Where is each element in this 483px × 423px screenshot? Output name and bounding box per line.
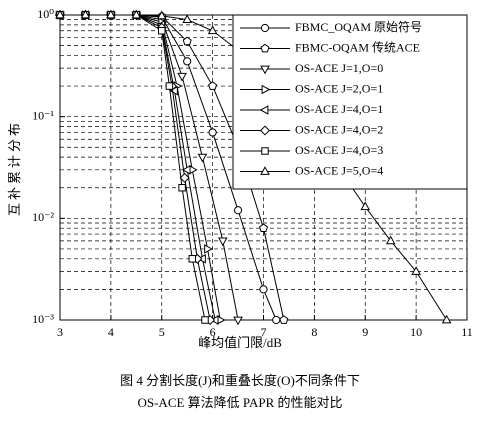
legend-label: OS-ACE J=4,O=2	[295, 122, 383, 136]
legend: FBMC_OQAM 原始符号 FBMC-OQAM 传统ACE OS-ACE J=1,…	[232, 14, 468, 190]
marker	[131, 9, 142, 19]
marker	[158, 27, 166, 35]
y-tick-label: 10⁰	[37, 7, 54, 21]
marker	[272, 315, 281, 325]
marker	[208, 81, 218, 90]
x-tick-label: 9	[362, 325, 368, 339]
marker	[182, 14, 192, 24]
marker	[258, 223, 269, 233]
marker	[217, 237, 228, 247]
marker	[279, 315, 289, 324]
legend-label: OS-ACE J=4,O=1	[295, 102, 383, 116]
marker	[259, 105, 269, 115]
marker	[259, 285, 268, 294]
marker	[441, 314, 452, 324]
marker	[260, 166, 270, 175]
marker	[260, 43, 270, 53]
x-tick-label: 11	[461, 325, 473, 339]
x-axis-label: 峰均值门限/dB	[198, 335, 282, 350]
legend-label: OS-ACE J=4,O=3	[295, 143, 383, 157]
legend-label: OS-ACE J=1,O=0	[295, 61, 383, 75]
x-tick-label: 8	[311, 325, 317, 339]
marker	[179, 172, 190, 183]
y-tick-label: 10⁻²	[32, 210, 54, 224]
marker	[233, 206, 243, 215]
marker	[165, 82, 174, 90]
marker	[208, 128, 217, 137]
marker	[182, 36, 192, 46]
legend-label: OS-ACE J=5,O=4	[295, 163, 383, 177]
x-tick-label: 3	[57, 325, 63, 339]
x-tick-label: 10	[410, 325, 422, 339]
y-tick-label: 10⁻³	[32, 312, 54, 326]
marker	[261, 147, 269, 155]
marker	[260, 65, 270, 75]
marker	[188, 255, 197, 263]
marker	[360, 201, 371, 211]
x-tick-label: 4	[108, 325, 114, 339]
marker	[177, 72, 187, 82]
series-line	[60, 14, 221, 321]
marker	[207, 25, 218, 35]
series-line	[60, 14, 239, 321]
y-axis-label: 互补累计分布	[7, 120, 22, 216]
caption: OS-ACE 算法降低 PAPR 的性能对比	[137, 395, 342, 410]
marker	[178, 183, 186, 192]
marker	[201, 316, 209, 324]
x-tick-label: 5	[159, 325, 165, 339]
caption: 图 4 分割长度(J)和重叠长度(O)不同条件下	[120, 373, 360, 388]
marker	[233, 316, 243, 326]
legend-label: OS-ACE J=2,O=1	[295, 81, 383, 95]
marker	[55, 9, 65, 19]
legend-box	[232, 14, 468, 190]
marker	[156, 10, 167, 20]
marker	[181, 165, 191, 175]
marker	[261, 84, 271, 95]
marker	[204, 244, 213, 254]
marker	[260, 23, 270, 33]
marker	[183, 57, 192, 66]
marker	[197, 153, 208, 163]
marker	[411, 266, 421, 275]
y-tick-label: 10⁻¹	[32, 108, 54, 122]
legend-label: FBMC-OQAM 传统ACE	[295, 39, 420, 54]
x-tick-label: 6	[210, 325, 216, 339]
x-tick-label: 7	[261, 325, 267, 339]
marker	[80, 9, 91, 19]
marker	[106, 9, 116, 19]
legend-label: FBMC_OQAM 原始符号	[295, 19, 422, 34]
marker	[259, 125, 271, 136]
marker	[385, 235, 396, 245]
